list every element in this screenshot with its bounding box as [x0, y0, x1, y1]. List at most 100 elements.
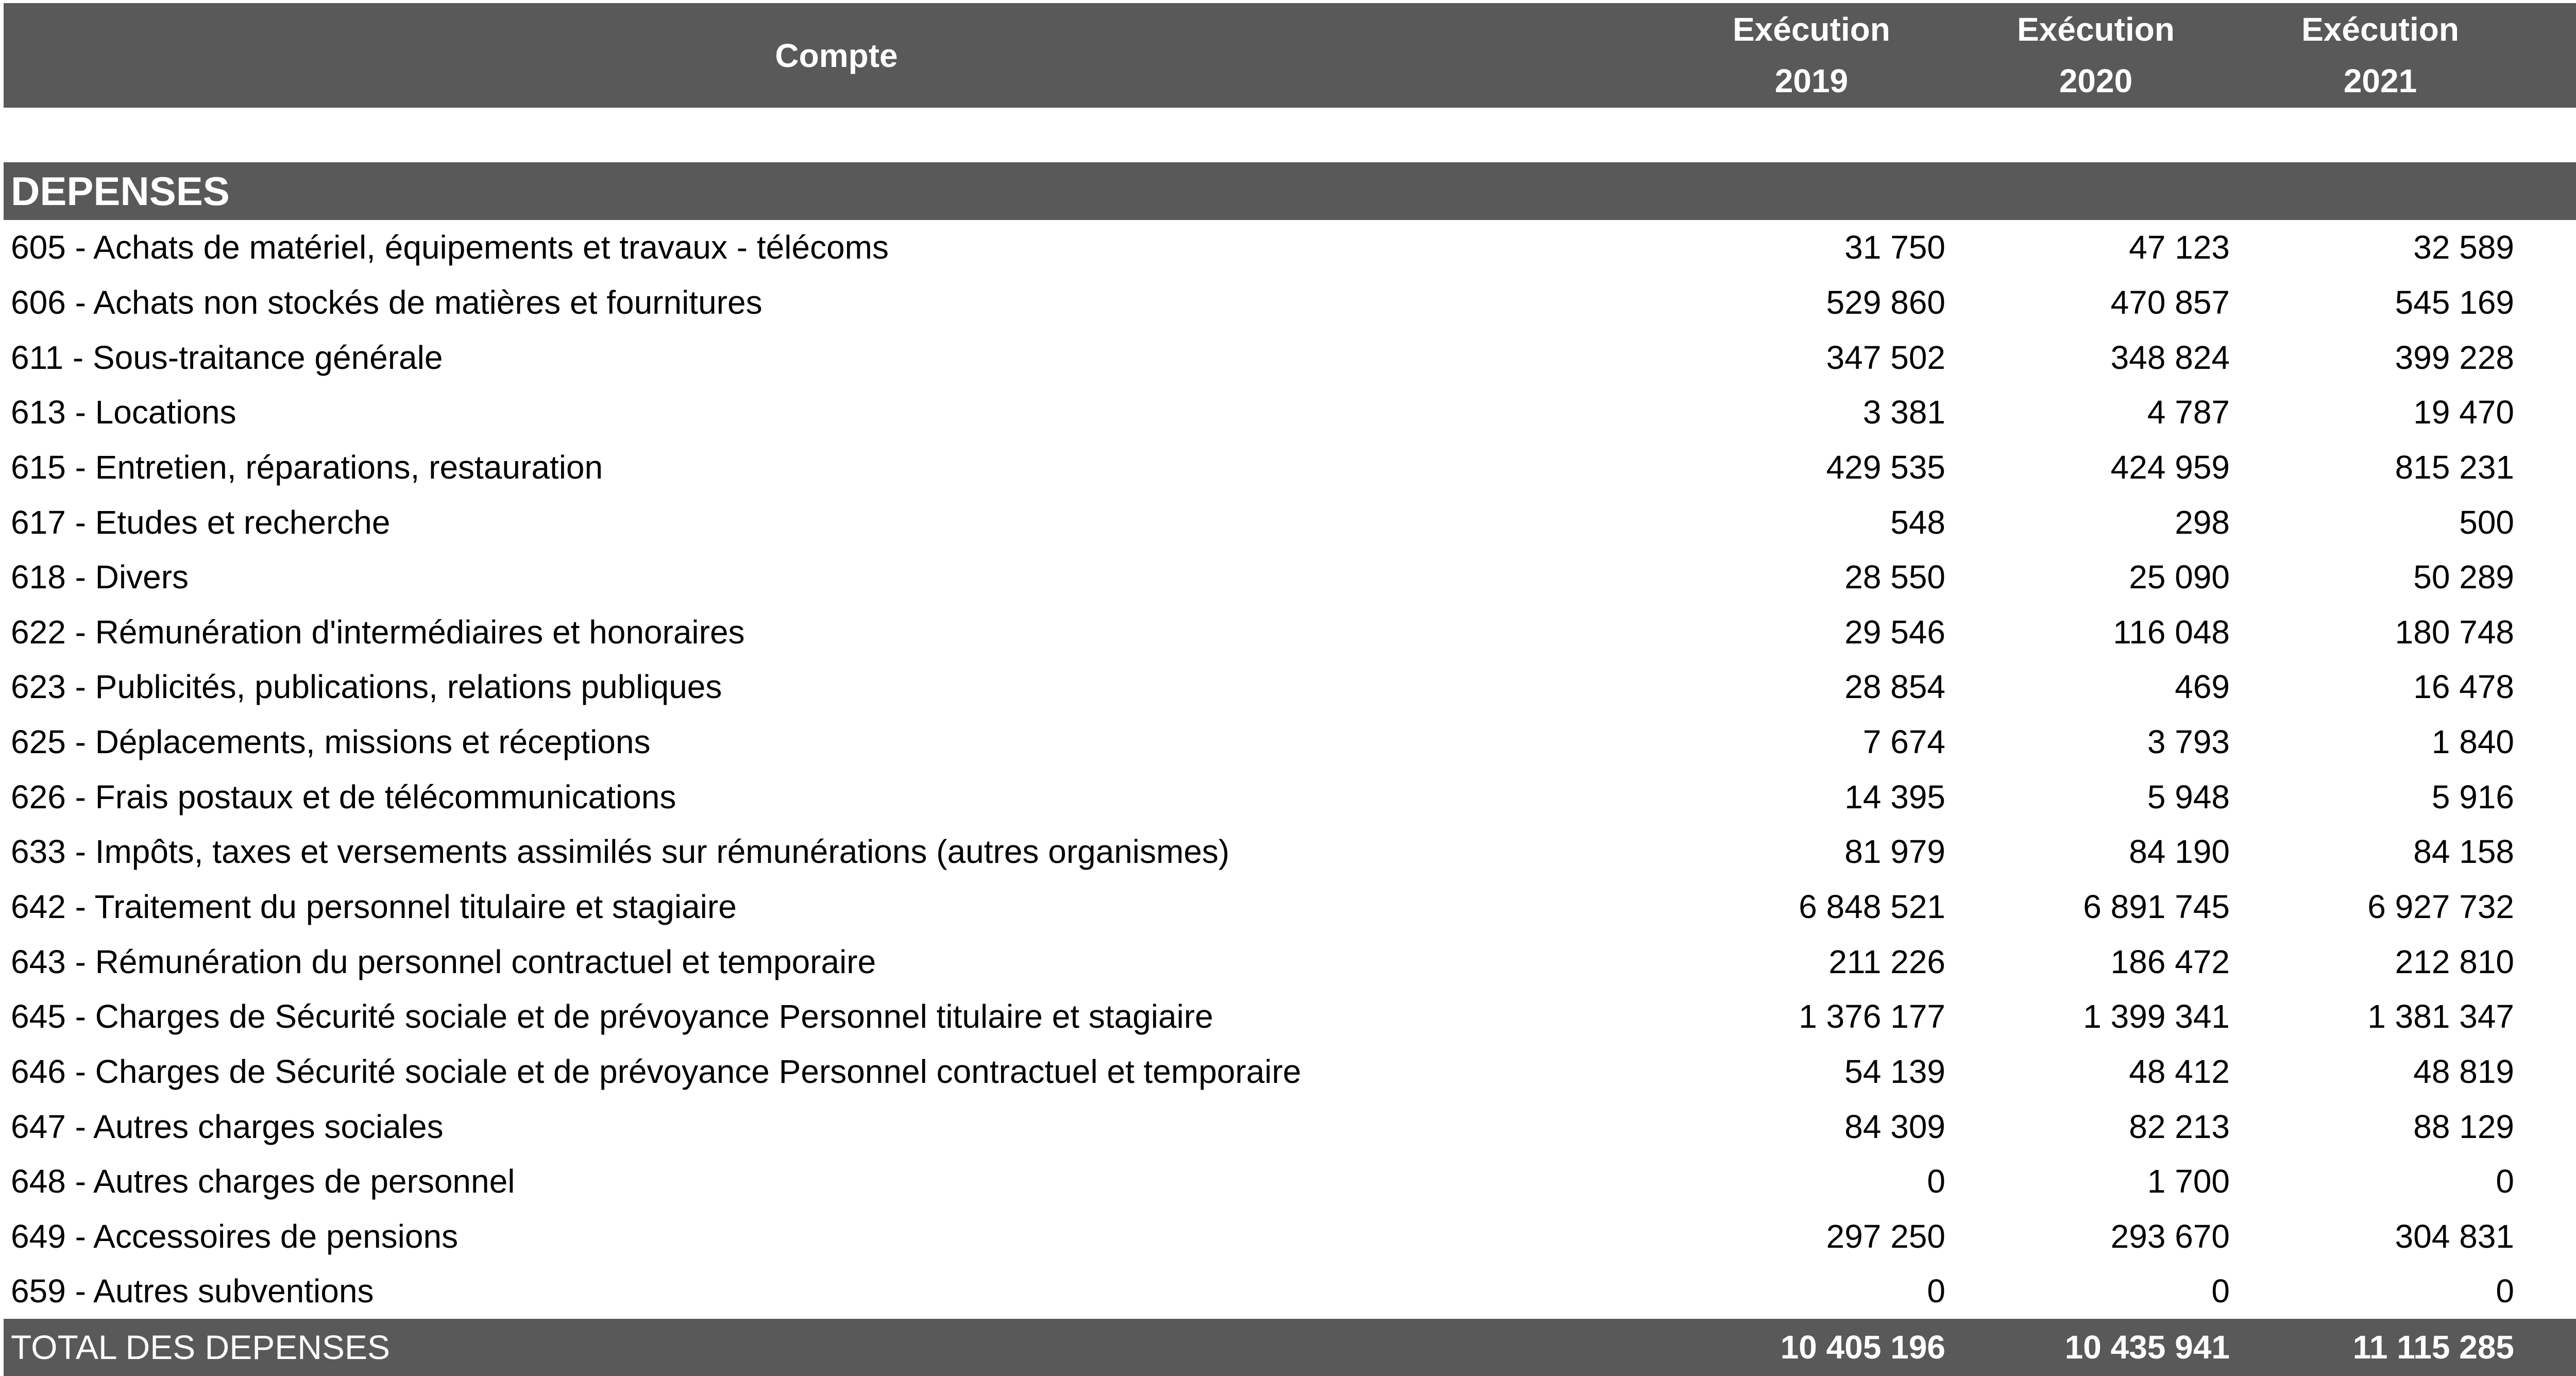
cell-value: 4 755: [2522, 778, 2576, 816]
row-label: 606 - Achats non stockés de matières et …: [11, 283, 762, 321]
cell-value: 6 391: [2522, 393, 2576, 431]
cell-value: 6 891 745: [2083, 888, 2230, 925]
cell-value: 6 026: [2522, 723, 2576, 761]
cell-value: 5 916: [2431, 778, 2514, 816]
table-row: 613 - Locations 3 381 4 787 19 470 6 391…: [4, 385, 2576, 440]
cell-value: 19 470: [2413, 394, 2514, 431]
cell-value: 116 048: [2113, 613, 2230, 651]
cell-value: 211 226: [1828, 943, 1945, 980]
column-header-execution-2019: Exécution 2019: [1669, 4, 1954, 106]
cell-value: 429 535: [1826, 448, 1945, 486]
cell-value: 180 748: [2395, 613, 2514, 651]
row-label: 642 - Traitement du personnel titulaire …: [11, 888, 737, 925]
cell-value: 6 848 521: [1799, 888, 1945, 925]
row-label: 623 - Publicités, publications, relation…: [11, 668, 722, 706]
section-header-depenses: DEPENSES: [4, 162, 2576, 220]
row-label: 617 - Etudes et recherche: [11, 503, 391, 541]
total-row: TOTAL DES DEPENSES 10 405 196 10 435 941…: [4, 1318, 2576, 1376]
cell-value: 6 927 732: [2367, 888, 2514, 925]
cell-value: 28 550: [1844, 558, 1945, 596]
column-header-compte: Compte: [775, 37, 898, 74]
row-label: 625 - Déplacements, missions et réceptio…: [11, 723, 651, 761]
cell-value: 258 258: [2522, 943, 2576, 981]
cell-value: 1 396 132: [2522, 997, 2576, 1035]
table-row: 659 - Autres subventions 0 0 0 0 0: [4, 1264, 2576, 1319]
cell-value: 81 979: [1844, 833, 1945, 871]
cell-value: 25 090: [2129, 558, 2230, 596]
cell-value: 7 674: [1862, 723, 1945, 761]
cell-value: 12 340: [2522, 668, 2576, 706]
table-row: 623 - Publicités, publications, relation…: [4, 659, 2576, 715]
table-row: 633 - Impôts, taxes et versements assimi…: [4, 824, 2576, 879]
column-header-year: 2019: [1774, 62, 1849, 99]
table-row: 618 - Divers 28 550 25 090 50 289 41 673…: [4, 550, 2576, 605]
cell-value: 298: [2175, 503, 2230, 541]
cell-value: 1 376 177: [1799, 998, 1945, 1035]
table-row: 617 - Etudes et recherche 548 298 500 25…: [4, 495, 2576, 550]
cell-value: 29 546: [1844, 613, 1945, 651]
cell-value: 815 231: [2395, 448, 2514, 486]
cell-value: 31 750: [1844, 229, 1945, 266]
row-label: 626 - Frais postaux et de télécommunicat…: [11, 778, 676, 816]
cell-value: 328 244: [2522, 1217, 2576, 1255]
cell-value: 124 699: [2522, 613, 2576, 651]
cell-value: 1 840: [2431, 723, 2514, 761]
header-gap: [4, 108, 2576, 162]
cell-value: 0: [2496, 1163, 2514, 1200]
cell-value: 4 787: [2147, 394, 2230, 431]
cell-value: 41 673: [2522, 558, 2576, 596]
cell-value: 47 123: [2129, 229, 2230, 266]
cell-value: 1 700: [2147, 1163, 2230, 1200]
table-row: 622 - Rémunération d'intermédiaires et h…: [4, 604, 2576, 659]
cell-value: 470 857: [2110, 283, 2230, 321]
column-header-execution-2020: Exécution 2020: [1954, 4, 2238, 106]
table-row: 649 - Accessoires de pensions 297 250 29…: [4, 1209, 2576, 1264]
cell-value: 293 670: [2110, 1217, 2230, 1255]
cell-value: 304 831: [2395, 1217, 2514, 1255]
cell-value: 0: [2211, 1272, 2230, 1310]
cell-value: 321 334: [2522, 338, 2576, 377]
cell-value: 424 959: [2110, 448, 2230, 486]
column-header-execution-label: Exécution: [2017, 11, 2175, 48]
cell-value: 84 158: [2413, 833, 2514, 871]
column-header-execution-2022: Exécution 2022: [2522, 4, 2576, 106]
cell-value: 84 309: [1844, 1108, 1945, 1145]
cell-value: 482 609: [2522, 448, 2576, 486]
cell-value: 50 289: [2413, 558, 2514, 596]
cell-value: 545 169: [2395, 283, 2514, 321]
cell-value: 1 399 341: [2083, 998, 2230, 1035]
total-value: 10 435 941: [2064, 1329, 2230, 1366]
cell-value: 348 824: [2110, 338, 2230, 376]
cell-value: 500: [2459, 503, 2514, 541]
cell-value: 16 478: [2413, 668, 2514, 706]
table-row: 647 - Autres charges sociales 84 309 82 …: [4, 1099, 2576, 1154]
row-label: 613 - Locations: [11, 394, 236, 431]
row-label: 618 - Divers: [11, 558, 189, 596]
cell-value: 68 847: [2522, 1052, 2576, 1091]
cell-value: 0: [1927, 1272, 1945, 1310]
cell-value: 469: [2175, 668, 2230, 706]
cell-value: 0: [2496, 1272, 2514, 1310]
table-row: 626 - Frais postaux et de télécommunicat…: [4, 769, 2576, 824]
column-header-execution-2021: Exécution 2021: [2238, 4, 2522, 106]
cell-value: 54 139: [1844, 1052, 1945, 1090]
cell-value: 548: [1890, 503, 1945, 541]
cell-value: 186 472: [2110, 943, 2230, 980]
expense-table: Compte Exécution 2019 Exécution 2020 Exé…: [4, 3, 2576, 1376]
row-label: 622 - Rémunération d'intermédiaires et h…: [11, 613, 745, 651]
row-label: 659 - Autres subventions: [11, 1272, 374, 1310]
cell-value: 529 860: [1826, 283, 1945, 321]
column-header-execution-label: Exécution: [2301, 11, 2459, 48]
table-row: 625 - Déplacements, missions et réceptio…: [4, 715, 2576, 770]
total-label: TOTAL DES DEPENSES: [11, 1328, 390, 1367]
header-row: Compte Exécution 2019 Exécution 2020 Exé…: [4, 3, 2576, 108]
table-row: 643 - Rémunération du personnel contract…: [4, 934, 2576, 989]
cell-value: 5 948: [2147, 778, 2230, 816]
cell-value: 82 213: [2129, 1108, 2230, 1145]
row-label: 648 - Autres charges de personnel: [11, 1163, 515, 1200]
cell-value: 3 793: [2147, 723, 2230, 761]
table-row: 646 - Charges de Sécurité sociale et de …: [4, 1044, 2576, 1099]
cell-value: 399 228: [2395, 338, 2514, 376]
cell-value: 250: [2522, 503, 2576, 541]
cell-value: 31 982: [2522, 228, 2576, 266]
